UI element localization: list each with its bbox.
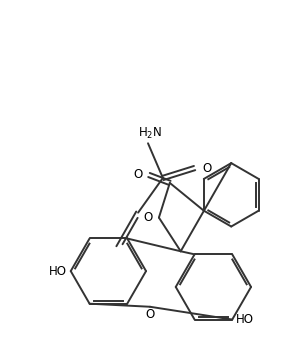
Text: O: O	[134, 169, 143, 181]
Text: H$_2$N: H$_2$N	[138, 126, 162, 141]
Text: O: O	[202, 162, 212, 174]
Text: O: O	[145, 308, 155, 321]
Text: HO: HO	[236, 313, 254, 326]
Text: O: O	[144, 211, 153, 224]
Text: HO: HO	[49, 265, 67, 277]
